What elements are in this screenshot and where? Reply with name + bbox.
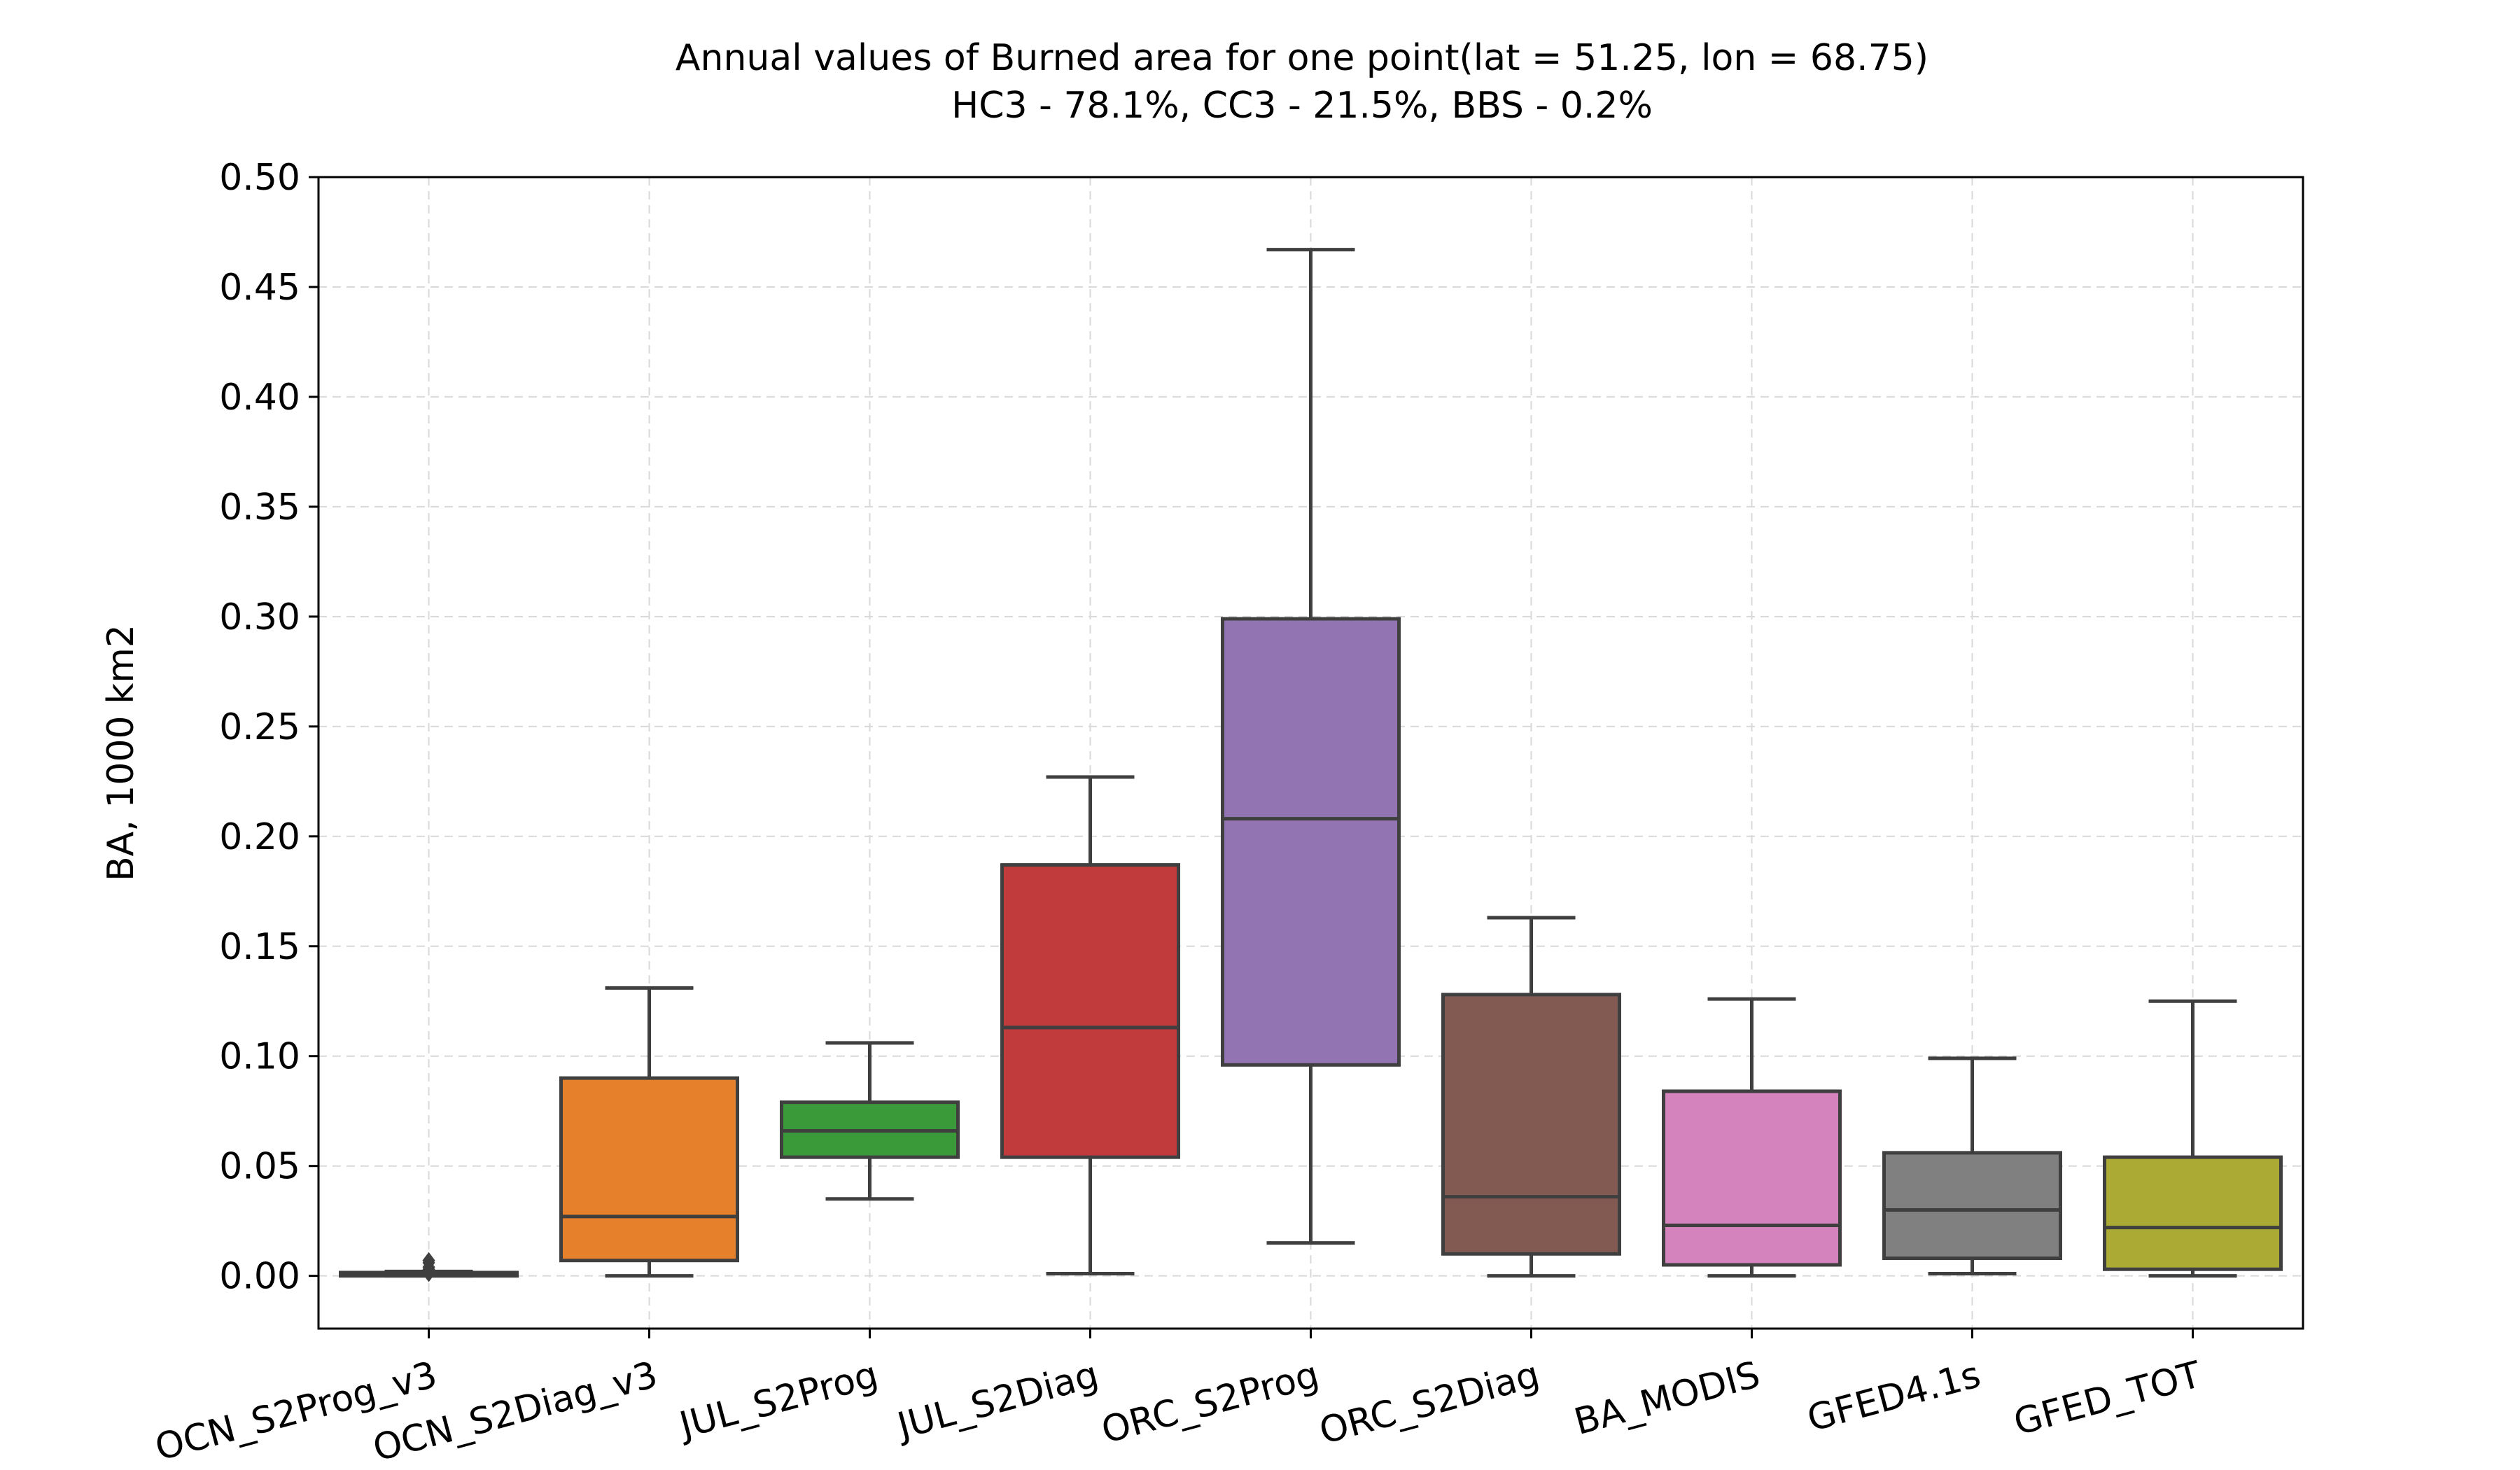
x-tick-label: JUL_S2Diag [891, 1354, 1102, 1448]
x-tick-label: ORC_S2Prog [1097, 1354, 1323, 1452]
y-tick-label: 0.45 [219, 267, 300, 309]
box-iqr [1441, 993, 1621, 1256]
y-tick-label: 0.20 [219, 816, 300, 858]
box-BA_MODIS [1662, 997, 1842, 1278]
y-axis-label: BA, 1000 km2 [100, 624, 142, 881]
box-JUL_S2Diag [1000, 775, 1180, 1276]
outlier-point [422, 1252, 435, 1269]
x-tick-label: JUL_S2Prog [673, 1354, 883, 1448]
y-tick-label: 0.10 [219, 1036, 300, 1078]
chart-title: Annual values of Burned area for one poi… [676, 37, 1928, 79]
x-tick-label: GFED_TOT [2010, 1354, 2206, 1444]
box-OCN_S2Diag_v3 [559, 986, 739, 1278]
box-GFED_TOT [2103, 999, 2283, 1278]
y-tick-label: 0.05 [219, 1146, 300, 1188]
boxes-layer [339, 248, 2283, 1282]
y-tick-label: 0.30 [219, 596, 300, 638]
box-OCN_S2Prog_v3 [339, 1252, 519, 1282]
box-iqr [559, 1076, 739, 1263]
y-tick-label: 0.40 [219, 377, 300, 419]
y-tick-label: 0.15 [219, 926, 300, 968]
y-tick-label: 0.25 [219, 706, 300, 748]
y-tick-label: 0.50 [219, 157, 300, 199]
box-JUL_S2Prog [780, 1041, 960, 1201]
box-iqr [1221, 617, 1401, 1067]
chart-subtitle: HC3 - 78.1%, CC3 - 21.5%, BBS - 0.2% [951, 85, 1653, 127]
x-tick-label: ORC_S2Diag [1315, 1354, 1544, 1452]
box-GFED4.1s [1882, 1056, 2062, 1276]
box-ORC_S2Prog [1221, 248, 1401, 1245]
box-iqr [2103, 1155, 2283, 1271]
box-iqr [1882, 1151, 2062, 1261]
y-ticks-layer: 0.00 0.05 0.10 0.15 0.20 0.25 0.30 0.35 0.40 0.45… [219, 157, 318, 1298]
x-tick-label: BA_MODIS [1570, 1354, 1765, 1443]
y-tick-label: 0.00 [219, 1256, 300, 1298]
box-iqr [1000, 863, 1180, 1159]
box-iqr [1662, 1089, 1842, 1267]
y-tick-label: 0.35 [219, 486, 300, 528]
x-tick-label: GFED4.1s [1803, 1354, 1985, 1440]
box-ORC_S2Diag [1441, 916, 1621, 1278]
